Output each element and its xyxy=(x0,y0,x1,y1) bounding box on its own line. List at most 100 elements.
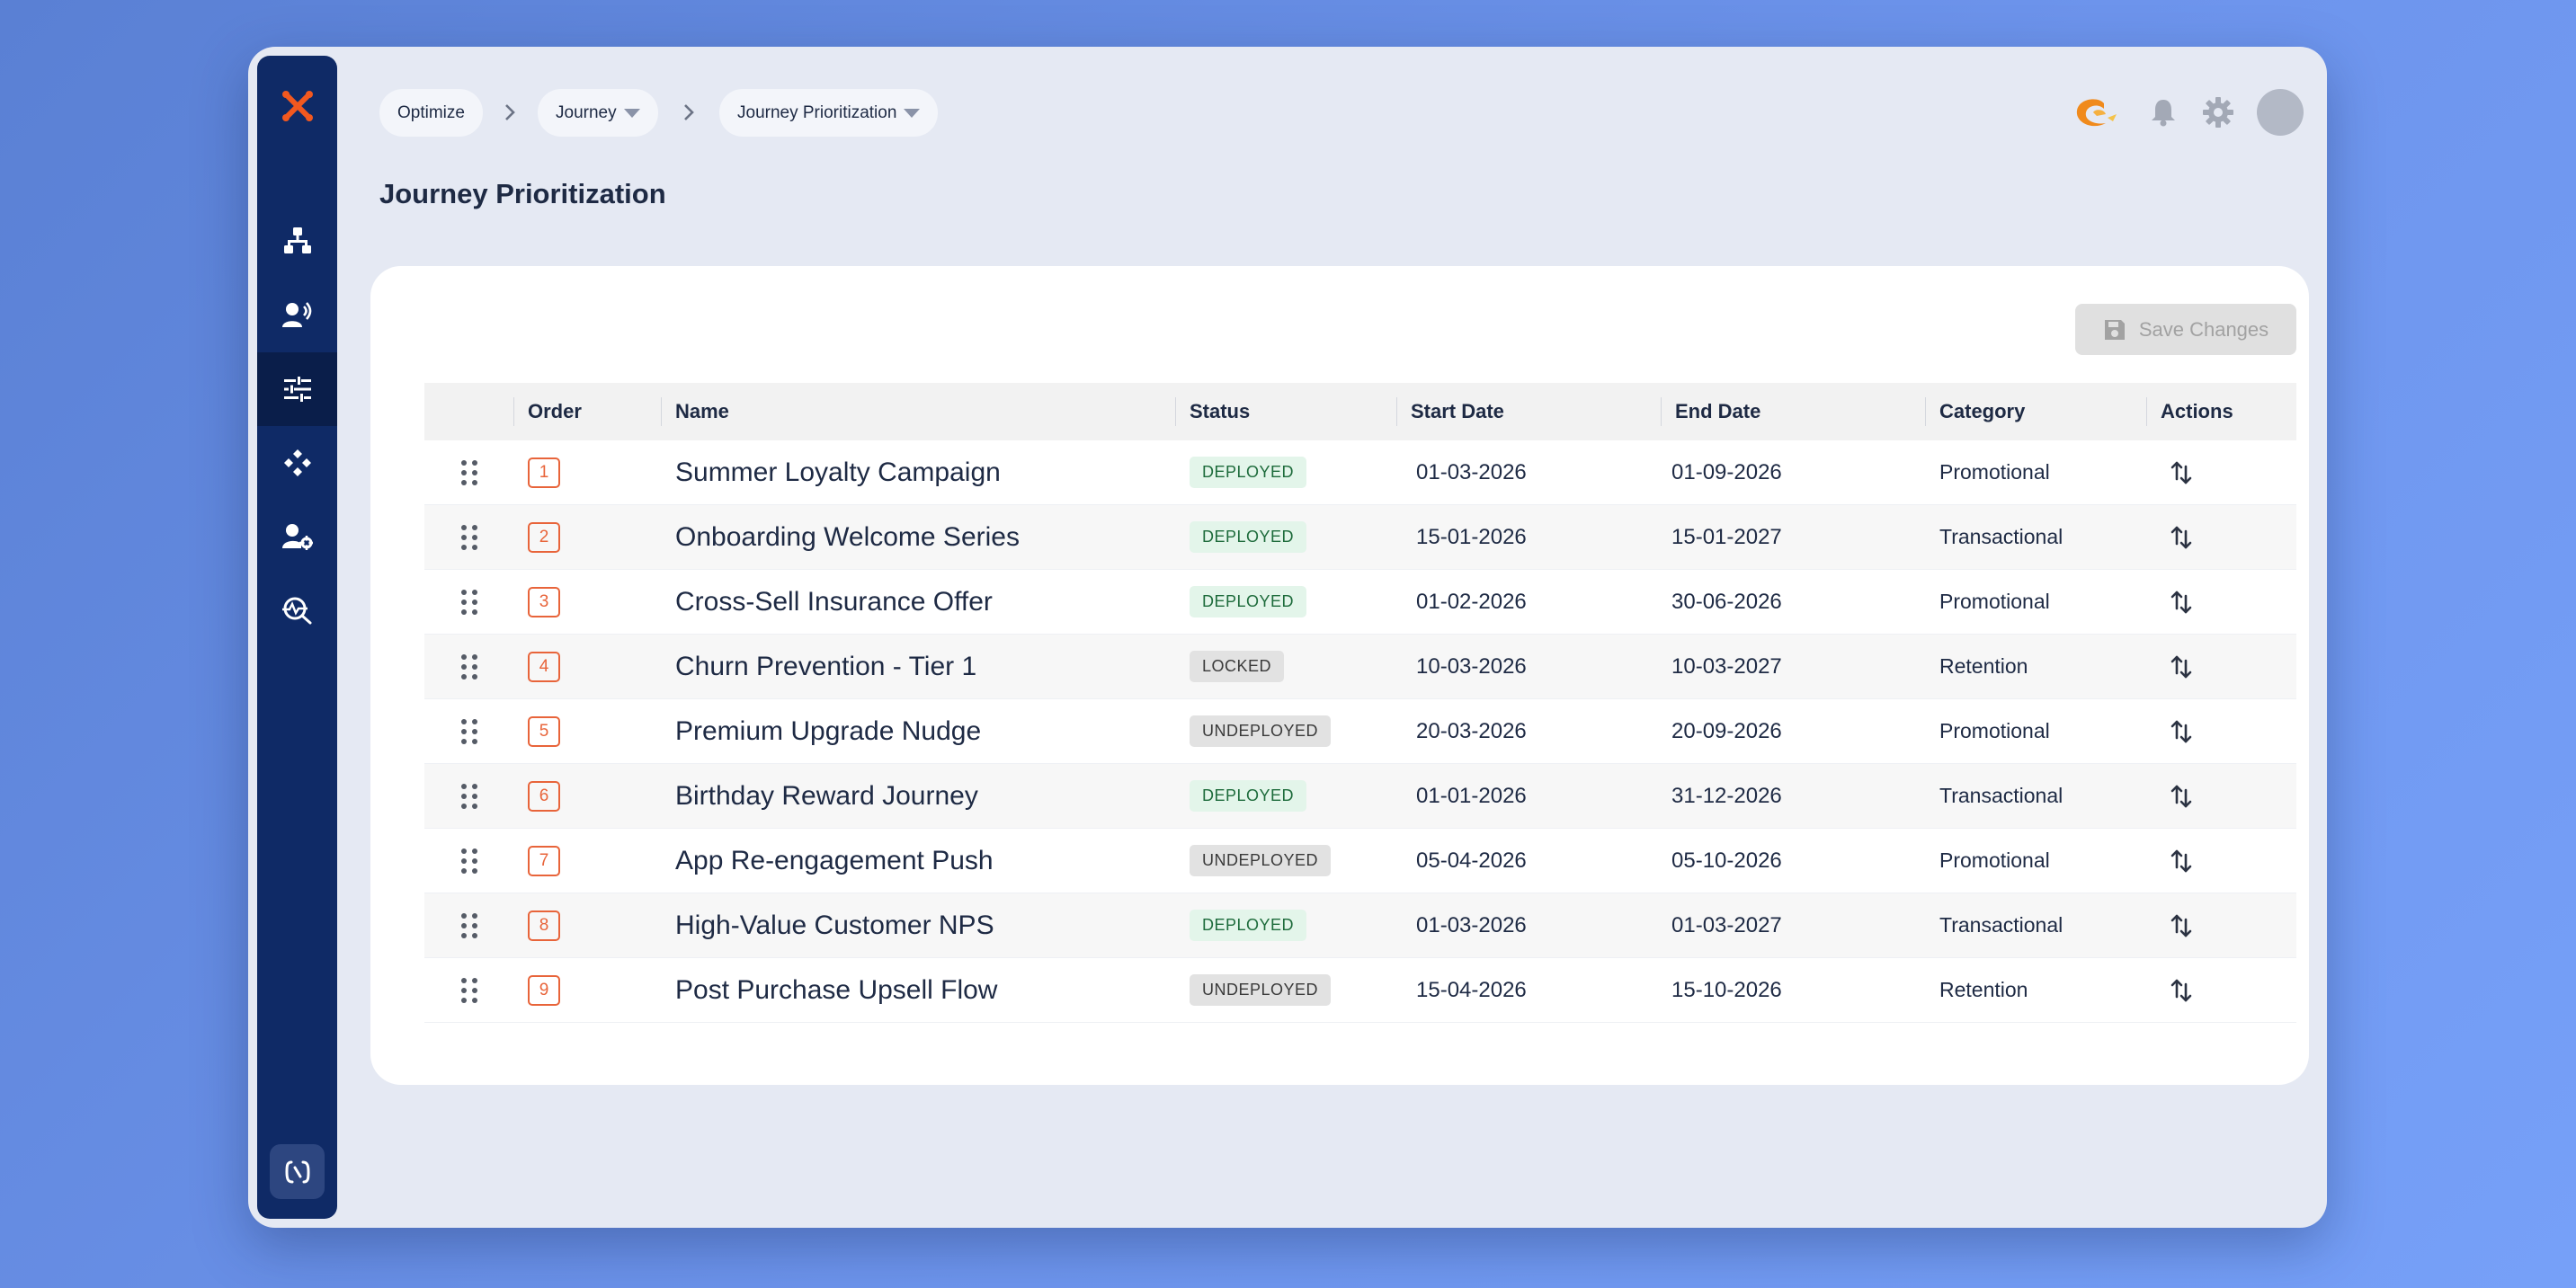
drag-handle[interactable] xyxy=(424,699,513,764)
save-changes-button[interactable]: Save Changes xyxy=(2075,304,2296,355)
end-date: 01-03-2027 xyxy=(1671,912,1782,937)
sidebar-item-audience[interactable] xyxy=(257,278,337,351)
avatar[interactable] xyxy=(2257,89,2304,136)
end-date: 31-12-2026 xyxy=(1671,783,1782,808)
start-date: 10-03-2026 xyxy=(1416,653,1527,679)
user-voice-icon xyxy=(281,302,311,327)
drag-handle[interactable] xyxy=(424,440,513,505)
sidebar-item-prioritization[interactable] xyxy=(257,352,337,426)
journey-name: Premium Upgrade Nudge xyxy=(675,715,982,746)
drag-handle-icon xyxy=(460,912,477,938)
drag-handle[interactable] xyxy=(424,764,513,829)
breadcrumb-label: Journey Prioritization xyxy=(737,102,897,122)
start-date-cell: 10-03-2026 xyxy=(1396,635,1661,699)
start-date-cell: 01-03-2026 xyxy=(1396,893,1661,958)
drag-handle[interactable] xyxy=(424,893,513,958)
floppy-disk-icon xyxy=(2104,319,2125,340)
table-row[interactable]: 3 Cross-Sell Insurance Offer DEPLOYED 01… xyxy=(424,570,2296,635)
end-date-cell: 01-09-2026 xyxy=(1661,440,1925,505)
status-cell: UNDEPLOYED xyxy=(1175,699,1396,764)
reorder-action-button[interactable] xyxy=(2146,440,2296,505)
drag-handle[interactable] xyxy=(424,505,513,570)
status-cell: DEPLOYED xyxy=(1175,440,1396,505)
reorder-arrows-icon xyxy=(2170,591,2192,613)
drag-handle[interactable] xyxy=(424,958,513,1023)
end-date-cell: 01-03-2027 xyxy=(1661,893,1925,958)
order-badge: 2 xyxy=(528,521,560,553)
table-row[interactable]: 2 Onboarding Welcome Series DEPLOYED 15-… xyxy=(424,505,2296,570)
start-date-cell: 15-01-2026 xyxy=(1396,505,1661,570)
end-date: 10-03-2027 xyxy=(1671,653,1782,679)
sidebar-item-analytics[interactable] xyxy=(257,573,337,647)
journey-name: App Re-engagement Push xyxy=(675,845,994,875)
app-window: Optimize Journey Journey Prioritization xyxy=(248,47,2327,1228)
start-date: 01-02-2026 xyxy=(1416,589,1527,614)
reorder-action-button[interactable] xyxy=(2146,958,2296,1023)
drag-handle[interactable] xyxy=(424,570,513,635)
journey-name: Onboarding Welcome Series xyxy=(675,521,1020,552)
table-header: Order Name Status Start Date End Date Ca… xyxy=(424,383,2296,440)
order-cell: 3 xyxy=(513,570,661,635)
end-date: 05-10-2026 xyxy=(1671,848,1782,873)
breadcrumb-label: Optimize xyxy=(397,102,465,122)
reorder-action-button[interactable] xyxy=(2146,893,2296,958)
column-header-category[interactable]: Category xyxy=(1925,383,2146,440)
gear-icon[interactable] xyxy=(2198,89,2238,136)
chevron-right-icon xyxy=(505,104,515,120)
column-header-status[interactable]: Status xyxy=(1175,383,1396,440)
chevron-right-icon xyxy=(684,104,694,120)
end-date-cell: 05-10-2026 xyxy=(1661,829,1925,893)
reorder-arrows-icon xyxy=(2170,526,2192,548)
hierarchy-icon xyxy=(283,227,311,253)
reorder-action-button[interactable] xyxy=(2146,764,2296,829)
journey-name: Cross-Sell Insurance Offer xyxy=(675,586,993,617)
breadcrumb-journey[interactable]: Journey xyxy=(538,89,658,137)
status-badge: DEPLOYED xyxy=(1190,780,1307,812)
reorder-action-button[interactable] xyxy=(2146,829,2296,893)
flow-toggle-button[interactable] xyxy=(270,1144,325,1199)
sidebar-item-hierarchy[interactable] xyxy=(257,204,337,278)
category: Promotional xyxy=(1939,719,2050,742)
status-cell: UNDEPLOYED xyxy=(1175,829,1396,893)
table-row[interactable]: 9 Post Purchase Upsell Flow UNDEPLOYED 1… xyxy=(424,958,2296,1023)
category: Promotional xyxy=(1939,460,2050,484)
table-row[interactable]: 7 App Re-engagement Push UNDEPLOYED 05-0… xyxy=(424,829,2296,893)
column-header-end-date[interactable]: End Date xyxy=(1661,383,1925,440)
reorder-action-button[interactable] xyxy=(2146,699,2296,764)
table-row[interactable]: 8 High-Value Customer NPS DEPLOYED 01-03… xyxy=(424,893,2296,958)
breadcrumb-journey-prioritization[interactable]: Journey Prioritization xyxy=(719,89,939,137)
brand-swirl-icon[interactable] xyxy=(2071,89,2121,136)
reorder-action-button[interactable] xyxy=(2146,635,2296,699)
journey-name: Summer Loyalty Campaign xyxy=(675,457,1001,487)
start-date: 15-01-2026 xyxy=(1416,524,1527,549)
sidebar-item-nodes[interactable] xyxy=(257,426,337,500)
sidebar-item-user-settings[interactable] xyxy=(257,500,337,573)
start-date-cell: 05-04-2026 xyxy=(1396,829,1661,893)
table-row[interactable]: 1 Summer Loyalty Campaign DEPLOYED 01-03… xyxy=(424,440,2296,505)
column-header-order[interactable]: Order xyxy=(513,383,661,440)
table-row[interactable]: 5 Premium Upgrade Nudge UNDEPLOYED 20-03… xyxy=(424,699,2296,764)
reorder-arrows-icon xyxy=(2170,655,2192,678)
bell-icon[interactable] xyxy=(2144,89,2183,136)
drag-handle-icon xyxy=(460,783,477,809)
column-header-actions: Actions xyxy=(2146,383,2296,440)
order-badge: 6 xyxy=(528,780,560,812)
category-cell: Promotional xyxy=(1925,699,2146,764)
table-row[interactable]: 4 Churn Prevention - Tier 1 LOCKED 10-03… xyxy=(424,635,2296,699)
end-date: 15-10-2026 xyxy=(1671,977,1782,1002)
reorder-arrows-icon xyxy=(2170,979,2192,1001)
reorder-action-button[interactable] xyxy=(2146,570,2296,635)
start-date: 20-03-2026 xyxy=(1416,718,1527,743)
drag-handle[interactable] xyxy=(424,635,513,699)
column-header-start-date[interactable]: Start Date xyxy=(1396,383,1661,440)
column-header-name[interactable]: Name xyxy=(661,383,1175,440)
x-logo-icon[interactable] xyxy=(257,86,337,126)
table-row[interactable]: 6 Birthday Reward Journey DEPLOYED 01-01… xyxy=(424,764,2296,829)
sliders-icon xyxy=(283,377,311,402)
status-badge: DEPLOYED xyxy=(1190,457,1307,488)
name-cell: Cross-Sell Insurance Offer xyxy=(661,570,1175,635)
start-date-cell: 01-02-2026 xyxy=(1396,570,1661,635)
reorder-action-button[interactable] xyxy=(2146,505,2296,570)
drag-handle[interactable] xyxy=(424,829,513,893)
breadcrumb-optimize[interactable]: Optimize xyxy=(379,89,483,137)
